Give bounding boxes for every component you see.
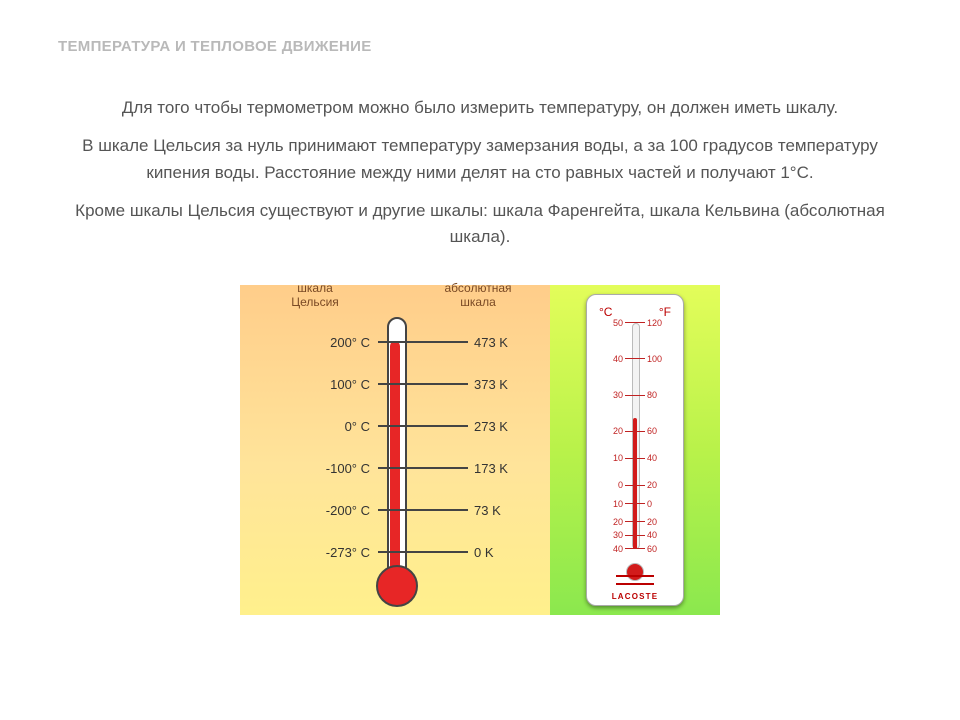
cf-tick-c: 40 bbox=[587, 354, 625, 364]
fig1-k-label: 73 K bbox=[468, 503, 501, 518]
paragraph-3: Кроме шкалы Цельсия существуют и другие … bbox=[58, 198, 902, 251]
fig1-header-celsius: шкала Цельсия bbox=[280, 281, 350, 310]
slide-title: ТЕМПЕРАТУРА И ТЕПЛОВОЕ ДВИЖЕНИЕ bbox=[58, 38, 902, 55]
cf-tick-f: 0 bbox=[645, 499, 683, 509]
cf-tick-f: 80 bbox=[645, 390, 683, 400]
fig1-fluid bbox=[390, 341, 400, 574]
fig1-c-label: -200° C bbox=[240, 503, 376, 518]
cf-tick-c: 20 bbox=[587, 426, 625, 436]
fig1-tick bbox=[378, 467, 468, 469]
fig1-k-label: 373 K bbox=[468, 377, 508, 392]
cf-tick-c: 30 bbox=[587, 530, 625, 540]
cf-tick: 50 120 bbox=[587, 318, 683, 328]
cf-tick-c: 40 bbox=[587, 544, 625, 554]
fig1-tick bbox=[378, 509, 468, 511]
fig1-tick bbox=[378, 551, 468, 553]
cf-tick: 30 40 bbox=[587, 530, 683, 540]
fig1-c-label: 0° C bbox=[240, 419, 376, 434]
figures-row: шкала Цельсия абсолютная шкала 200° C473… bbox=[58, 285, 902, 615]
cf-tick: 40 100 bbox=[587, 354, 683, 364]
cf-tick: 40 60 bbox=[587, 544, 683, 554]
cf-tick: 2020 bbox=[587, 517, 683, 527]
cf-tick: 10 40 bbox=[587, 453, 683, 463]
cf-tick-f: 60 bbox=[645, 544, 683, 554]
slide-body: Для того чтобы термометром можно было из… bbox=[58, 95, 902, 251]
fig1-row: 200° C 473 K bbox=[240, 335, 550, 350]
fig1-tick bbox=[378, 383, 468, 385]
paragraph-2: В шкале Цельсия за нуль принимают темпер… bbox=[58, 133, 902, 186]
cf-tick-c: 30 bbox=[587, 390, 625, 400]
unit-celsius: °C bbox=[599, 305, 612, 319]
celsius-kelvin-diagram: шкала Цельсия абсолютная шкала 200° C473… bbox=[240, 285, 550, 615]
fig1-c-label: -100° C bbox=[240, 461, 376, 476]
cf-tick: 2060 bbox=[587, 426, 683, 436]
cf-tick-f: 120 bbox=[645, 318, 683, 328]
fig1-k-label: 173 K bbox=[468, 461, 508, 476]
cf-thermometer-panel: °C °F 5012040100308020601040020100202030… bbox=[550, 285, 720, 615]
cf-thermometer: °C °F 5012040100308020601040020100202030… bbox=[586, 294, 684, 606]
fig1-row: -273° C 0 K bbox=[240, 545, 550, 560]
cf-tick-c: 0 bbox=[587, 480, 625, 490]
fig1-tick bbox=[378, 341, 468, 343]
fig1-row: 100° C 373 K bbox=[240, 377, 550, 392]
fig1-k-label: 273 K bbox=[468, 419, 508, 434]
slide: ТЕМПЕРАТУРА И ТЕПЛОВОЕ ДВИЖЕНИЕ Для того… bbox=[0, 0, 960, 615]
cf-tick-c: 10 bbox=[587, 453, 625, 463]
cf-brand: LACOSTE bbox=[587, 592, 683, 601]
paragraph-1: Для того чтобы термометром можно было из… bbox=[58, 95, 902, 121]
cf-scale: 5012040100308020601040020100202030404060 bbox=[587, 323, 683, 549]
cf-tick-f: 20 bbox=[645, 480, 683, 490]
fig1-tick bbox=[378, 425, 468, 427]
cf-tick-f: 60 bbox=[645, 426, 683, 436]
cf-tick-c: 10 bbox=[587, 499, 625, 509]
fig1-bulb bbox=[376, 565, 418, 607]
cf-tick-f: 40 bbox=[645, 530, 683, 540]
cf-tick: 0 20 bbox=[587, 480, 683, 490]
cf-tick: 30 80 bbox=[587, 390, 683, 400]
cf-tick-c: 20 bbox=[587, 517, 625, 527]
fig1-c-label: 100° C bbox=[240, 377, 376, 392]
fig1-c-label: -273° C bbox=[240, 545, 376, 560]
cf-tick: 10 0 bbox=[587, 499, 683, 509]
fig1-k-label: 0 K bbox=[468, 545, 494, 560]
cf-tick-f: 100 bbox=[645, 354, 683, 364]
cf-tick-c: 50 bbox=[587, 318, 625, 328]
cf-tick-f: 20 bbox=[645, 517, 683, 527]
fig1-header-kelvin: абсолютная шкала bbox=[438, 281, 518, 310]
cf-base-lines bbox=[616, 575, 654, 585]
fig1-row: -200° C 73 K bbox=[240, 503, 550, 518]
fig1-row: 0° C 273 K bbox=[240, 419, 550, 434]
unit-fahrenheit: °F bbox=[659, 305, 671, 319]
fig1-row: -100° C 173 K bbox=[240, 461, 550, 476]
fig1-c-label: 200° C bbox=[240, 335, 376, 350]
fig1-k-label: 473 K bbox=[468, 335, 508, 350]
cf-tick-f: 40 bbox=[645, 453, 683, 463]
